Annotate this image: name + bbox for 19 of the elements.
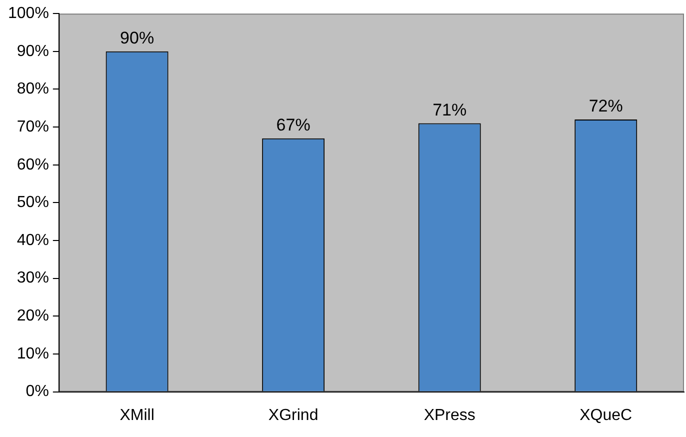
x-tick-label: XMill	[120, 406, 154, 424]
y-tick-label: 80%	[16, 80, 49, 98]
y-tick-label: 20%	[16, 308, 49, 325]
data-label: 90%	[120, 28, 154, 48]
y-tick-label: 60%	[16, 156, 49, 174]
y-tick-label: 100%	[8, 5, 49, 22]
y-tick-label: 30%	[16, 270, 49, 287]
y-tick-label: 70%	[16, 118, 49, 136]
data-label: 72%	[588, 96, 623, 116]
x-tick-label: XPress	[424, 406, 476, 424]
x-tick-label: XQueC	[580, 406, 632, 424]
x-tick-label: XGrind	[268, 406, 318, 424]
y-tick-label: 90%	[16, 42, 49, 60]
y-tick-label: 0%	[26, 383, 49, 400]
y-tick-label: 50%	[16, 194, 49, 212]
data-label: 67%	[276, 116, 310, 135]
y-tick-label: 40%	[16, 232, 49, 249]
data-label: 71%	[432, 100, 467, 120]
y-tick-label: 10%	[16, 345, 49, 362]
